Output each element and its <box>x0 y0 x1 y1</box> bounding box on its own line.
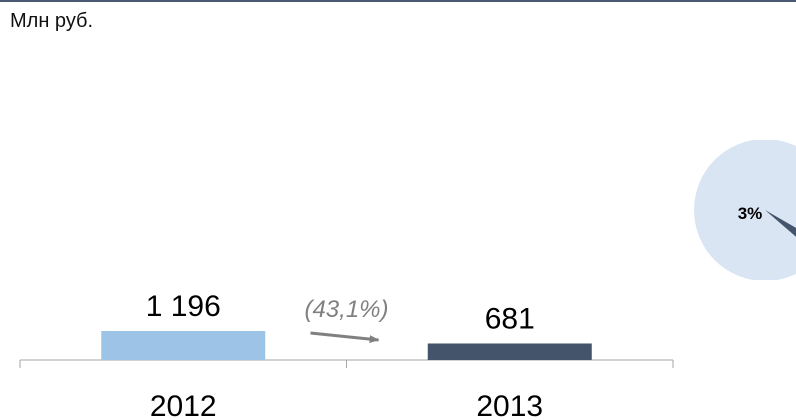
change-arrow <box>310 331 380 344</box>
pie-chart: 3% <box>694 140 796 280</box>
bar-2012 <box>101 331 266 360</box>
bar-value-label: 681 <box>485 302 535 335</box>
x-tick-label: 2012 <box>150 390 217 420</box>
bar-2013 <box>427 343 592 360</box>
bar-value-label: 1 196 <box>146 290 221 323</box>
pie-slice-label: 3% <box>738 204 763 223</box>
top-rule <box>0 0 796 2</box>
x-tick-label: 2013 <box>476 390 543 420</box>
unit-label: Млн руб. <box>10 10 94 32</box>
pie-slice-minor <box>765 210 796 237</box>
change-label: (43,1%) <box>304 296 388 323</box>
pie-slice-major <box>694 140 796 280</box>
